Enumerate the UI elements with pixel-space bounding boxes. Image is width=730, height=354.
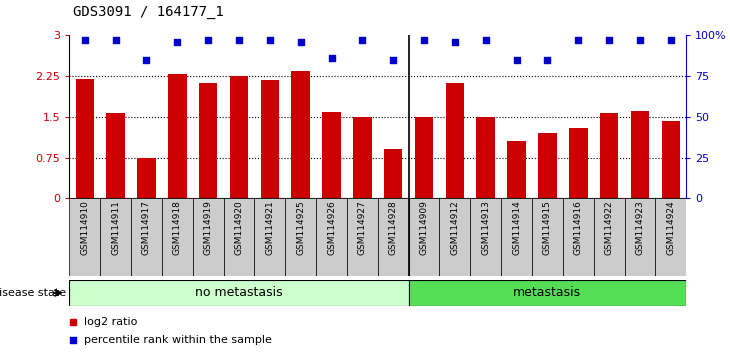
Bar [254,198,285,276]
Bar [625,198,656,276]
Text: GSM114914: GSM114914 [512,201,521,255]
Bar [285,198,316,276]
Text: GSM114912: GSM114912 [450,201,459,255]
Bar [470,198,501,276]
Bar [501,198,532,276]
Point [79,38,91,43]
Text: metastasis: metastasis [513,286,582,299]
Point [418,38,430,43]
Bar [477,117,495,198]
Bar [199,83,218,198]
Text: GSM114911: GSM114911 [111,201,120,256]
Text: GSM114910: GSM114910 [80,201,89,256]
Bar [415,117,434,198]
Text: GSM114921: GSM114921 [265,201,274,255]
Point [326,55,337,61]
Bar [223,198,255,276]
Point [542,57,553,63]
Bar [532,198,563,276]
Text: GSM114927: GSM114927 [358,201,367,255]
Bar [162,198,193,276]
Text: GSM114925: GSM114925 [296,201,305,255]
Point [388,57,399,63]
Bar [569,128,588,198]
Bar [353,117,372,198]
Text: GSM114926: GSM114926 [327,201,336,255]
Bar [507,141,526,198]
Text: GSM114915: GSM114915 [543,201,552,256]
Point [572,38,584,43]
Text: no metastasis: no metastasis [195,286,283,299]
Point [603,38,615,43]
Bar [538,133,557,198]
Bar [322,113,341,198]
Bar [230,76,248,198]
Bar [347,198,378,276]
Bar [656,198,686,276]
Text: percentile rank within the sample: percentile rank within the sample [84,335,272,345]
Bar [291,71,310,198]
Bar [69,280,409,306]
Text: GSM114928: GSM114928 [388,201,398,255]
Point [279,248,291,253]
Bar [378,198,409,276]
Bar [384,149,402,198]
Bar [445,82,464,198]
Text: disease state: disease state [0,288,66,298]
Point [264,38,276,43]
Text: GSM114916: GSM114916 [574,201,583,256]
Bar [631,112,649,198]
Point [480,38,491,43]
Bar [131,198,162,276]
Bar [409,198,439,276]
Point [665,38,677,43]
Text: GSM114909: GSM114909 [420,201,429,256]
Text: log2 ratio: log2 ratio [84,317,137,327]
Text: GSM114922: GSM114922 [604,201,614,255]
Point [279,87,291,92]
Bar [137,158,155,198]
Bar [593,198,624,276]
Bar [168,74,187,198]
Bar [600,113,618,198]
Point [295,39,307,45]
Bar [193,198,223,276]
Text: GSM114920: GSM114920 [234,201,244,255]
Point [634,38,646,43]
Point [202,38,214,43]
Point [141,57,153,63]
Text: GSM114917: GSM114917 [142,201,151,256]
Point [356,38,368,43]
Bar [100,198,131,276]
Bar [661,121,680,198]
Text: GSM114919: GSM114919 [204,201,212,256]
Bar [409,280,686,306]
Text: GSM114913: GSM114913 [481,201,491,256]
Bar [75,79,94,198]
Bar [316,198,347,276]
Point [511,57,523,63]
Bar [261,80,279,198]
Point [172,39,183,45]
Text: GSM114918: GSM114918 [173,201,182,256]
Text: GDS3091 / 164177_1: GDS3091 / 164177_1 [73,5,224,19]
Text: GSM114923: GSM114923 [635,201,645,255]
Point [110,38,121,43]
Bar [439,198,470,276]
Text: GSM114924: GSM114924 [666,201,675,255]
Bar [563,198,593,276]
Point [449,39,461,45]
Bar [69,198,100,276]
Bar [107,113,125,198]
Point [233,38,245,43]
